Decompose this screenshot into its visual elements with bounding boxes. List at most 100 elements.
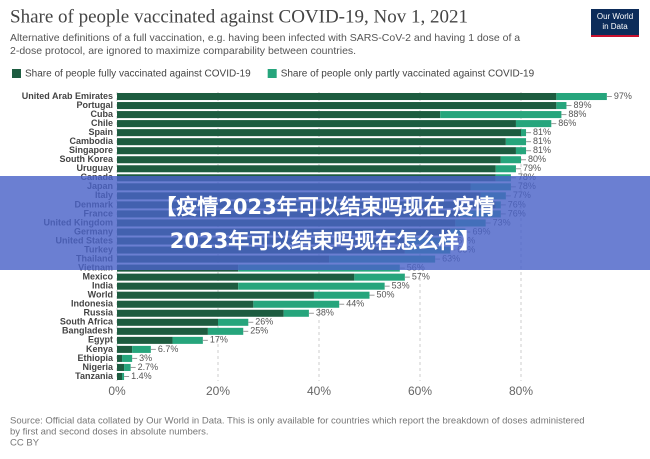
category-label: Cuba bbox=[91, 109, 114, 119]
category-label: South Korea bbox=[59, 154, 113, 164]
bar bbox=[117, 120, 516, 128]
logo-text: Our World bbox=[597, 12, 633, 21]
bar bbox=[238, 282, 385, 290]
category-label: Uruguay bbox=[76, 163, 113, 173]
logo-box bbox=[591, 9, 639, 37]
category-label: Bangladesh bbox=[62, 326, 113, 336]
value-label: 89% bbox=[573, 100, 591, 110]
bar bbox=[117, 102, 557, 110]
value-label: 26% bbox=[255, 317, 273, 327]
bar bbox=[124, 363, 131, 371]
value-label: 44% bbox=[346, 299, 364, 309]
value-label: 81% bbox=[533, 127, 551, 137]
bar bbox=[218, 318, 249, 326]
category-label: Mexico bbox=[82, 272, 113, 282]
x-tick-label: 40% bbox=[307, 384, 331, 398]
x-tick-label: 80% bbox=[509, 384, 533, 398]
value-label: 86% bbox=[558, 118, 576, 128]
chart-title: Share of people vaccinated against COVID… bbox=[10, 6, 468, 27]
value-label: 53% bbox=[392, 281, 410, 291]
bar bbox=[117, 372, 123, 381]
category-label: Kenya bbox=[86, 344, 114, 354]
source: CC BY bbox=[10, 438, 40, 449]
bar bbox=[122, 372, 125, 381]
bar bbox=[440, 111, 562, 119]
subtitle: Alternative definitions of a full vaccin… bbox=[10, 32, 520, 44]
bar bbox=[117, 318, 218, 326]
overlay-text: 2023年可以结束吗现在怎么样】 bbox=[170, 229, 480, 253]
category-label: Ethiopia bbox=[78, 353, 114, 363]
category-label: United Arab Emirates bbox=[22, 91, 113, 101]
bar bbox=[283, 309, 309, 317]
category-label: Nigeria bbox=[82, 362, 114, 372]
category-label: Tanzania bbox=[75, 371, 114, 381]
category-label: Indonesia bbox=[71, 299, 114, 309]
category-label: World bbox=[88, 290, 113, 300]
category-label: Singapore bbox=[69, 145, 113, 155]
bar bbox=[117, 282, 239, 290]
bar bbox=[505, 138, 527, 146]
bar bbox=[117, 129, 521, 137]
bar bbox=[515, 120, 552, 128]
bar bbox=[117, 309, 284, 317]
bar bbox=[122, 354, 133, 362]
bar bbox=[500, 156, 521, 164]
bar bbox=[207, 327, 244, 335]
value-label: 38% bbox=[316, 308, 334, 318]
bar bbox=[117, 147, 516, 155]
bar bbox=[117, 291, 314, 299]
bar bbox=[313, 291, 370, 299]
value-label: 81% bbox=[533, 145, 551, 155]
bar bbox=[253, 300, 340, 308]
bar bbox=[117, 111, 441, 119]
legend-swatch bbox=[267, 69, 277, 78]
source: by first and second doses in absolute nu… bbox=[10, 427, 209, 438]
value-label: 1.4% bbox=[131, 371, 152, 381]
bar bbox=[117, 336, 173, 344]
bar bbox=[495, 165, 516, 173]
x-tick-label: 0% bbox=[108, 384, 126, 398]
bar bbox=[117, 354, 123, 362]
value-label: 6.7% bbox=[158, 344, 179, 354]
value-label: 2.7% bbox=[138, 362, 159, 372]
bar bbox=[117, 92, 557, 101]
category-label: South Africa bbox=[60, 317, 114, 327]
category-label: Spain bbox=[88, 127, 113, 137]
bar bbox=[117, 138, 506, 146]
value-label: 17% bbox=[210, 335, 228, 345]
bar bbox=[515, 147, 527, 155]
category-label: Russia bbox=[83, 308, 114, 318]
source: Source: Official data collated by Our Wo… bbox=[10, 416, 585, 427]
category-label: Egypt bbox=[88, 335, 113, 345]
legend-swatch bbox=[12, 69, 21, 78]
bar bbox=[556, 92, 607, 101]
bar bbox=[132, 345, 151, 353]
logo-stripe bbox=[591, 35, 639, 37]
value-label: 97% bbox=[614, 91, 632, 101]
legend-label: Share of people only partly vaccinated a… bbox=[281, 69, 535, 80]
category-label: Chile bbox=[91, 118, 113, 128]
value-label: 50% bbox=[377, 290, 395, 300]
bar bbox=[354, 273, 405, 281]
bar bbox=[521, 129, 527, 137]
bar bbox=[117, 300, 254, 308]
category-label: Cambodia bbox=[69, 136, 114, 146]
bar bbox=[117, 273, 355, 281]
bar bbox=[117, 165, 496, 173]
legend-label: Share of people fully vaccinated against… bbox=[25, 69, 251, 80]
bar bbox=[172, 336, 203, 344]
bar bbox=[117, 156, 501, 164]
overlay-text: 【疫情2023年可以结束吗现在,疫情 bbox=[155, 195, 494, 219]
logo-text: in Data bbox=[602, 22, 628, 31]
x-tick-label: 20% bbox=[206, 384, 230, 398]
value-label: 80% bbox=[528, 154, 546, 164]
bar bbox=[117, 363, 125, 371]
bar bbox=[556, 102, 567, 110]
category-label: India bbox=[92, 281, 114, 291]
value-label: 81% bbox=[533, 136, 551, 146]
bar bbox=[117, 345, 133, 353]
value-label: 25% bbox=[250, 326, 268, 336]
value-label: 57% bbox=[412, 272, 430, 282]
category-label: Portugal bbox=[76, 100, 113, 110]
